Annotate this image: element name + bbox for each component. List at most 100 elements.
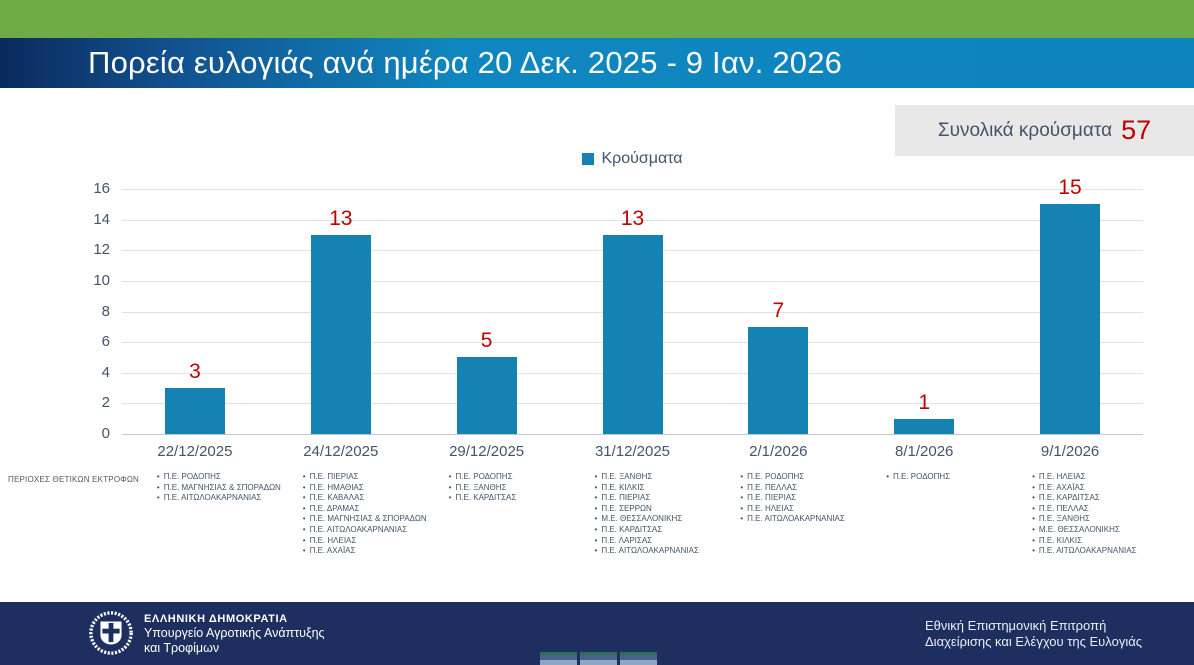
ministry-block: ΕΛΛΗΝΙΚΗ ΔΗΜΟΚΡΑΤΙΑ Υπουργείο Αγροτικής …: [144, 612, 325, 656]
bullet-icon: •: [156, 493, 160, 503]
region-name: Π.Ε. ΠΕΛΛΑΣ: [1038, 503, 1089, 513]
chart-legend: Κρούσματα: [122, 149, 1143, 169]
region-name: Π.Ε. ΜΑΓΝΗΣΙΑΣ & ΣΠΟΡΑΔΩΝ: [309, 514, 427, 524]
total-cases-label: Συνολικά κρούσματα: [937, 119, 1113, 141]
total-cases-box: Συνολικά κρούσματα 57: [895, 105, 1194, 156]
region-name: Π.Ε. ΞΑΝΘΗΣ: [1038, 514, 1090, 524]
region-item: • Π.Ε. ΑΙΤΩΛΟΑΚΑΡΝΑΝΙΑΣ: [740, 514, 900, 525]
bullet-icon: •: [740, 472, 744, 481]
region-name: Π.Ε. ΚΙΛΚΙΣ: [1038, 535, 1083, 545]
committee-block: Εθνική Επιστημονική Επιτροπή Διαχείρισης…: [925, 618, 1142, 649]
bar-value-24/12/2025: 13: [329, 206, 353, 230]
region-item: • Π.Ε. ΠΕΛΛΑΣ: [1032, 504, 1192, 515]
region-item: • Π.Ε. ΑΙΤΩΛΟΑΚΑΡΝΑΝΙΑΣ: [157, 493, 317, 504]
region-item: • Π.Ε. ΡΟΔΟΠΗΣ: [886, 472, 1046, 483]
region-list-31/12/2025: • Π.Ε. ΞΑΝΘΗΣ • Π.Ε. ΚΙΛΚΙΣ • Π.Ε. ΠΙΕΡΙΑΣ • Π.…: [595, 472, 755, 557]
mini-banner-icon: [540, 652, 577, 665]
gridline-y16: [122, 189, 1143, 190]
bullet-icon: •: [448, 493, 452, 503]
region-name: Π.Ε. ΠΕΛΛΑΣ: [747, 482, 798, 492]
y-axis-tick-4: 4: [101, 363, 110, 381]
region-name: Π.Ε. ΚΙΛΚΙΣ: [601, 482, 645, 492]
region-item: • Π.Ε. ΚΙΛΚΙΣ: [1032, 536, 1192, 547]
region-list-8/1/2026: • Π.Ε. ΡΟΔΟΠΗΣ: [886, 472, 1046, 483]
region-item: • Μ.Ε. ΘΕΣΣΑΛΟΝΙΚΗΣ: [1032, 525, 1192, 536]
legend-swatch-icon: [582, 153, 595, 165]
bar-value-31/12/2025: 13: [620, 206, 645, 230]
region-item: • Π.Ε. ΑΙΤΩΛΟΑΚΑΡΝΑΝΙΑΣ: [1032, 546, 1192, 557]
bar-22/12/2025: [164, 388, 225, 434]
x-axis-label-9/1/2026: 9/1/2026: [1040, 443, 1100, 460]
bar-31/12/2025: [602, 234, 663, 434]
legend-label: Κρούσματα: [601, 150, 683, 167]
bullet-icon: •: [302, 482, 306, 492]
ministry-line2: Υπουργείο Αγροτικής Ανάπτυξης: [144, 626, 325, 640]
region-name: Π.Ε. ΑΙΤΩΛΟΑΚΑΡΝΑΝΙΑΣ: [1038, 546, 1137, 556]
region-item: • Π.Ε. ΠΕΛΛΑΣ: [740, 483, 900, 494]
region-item: • Π.Ε. ΜΑΓΝΗΣΙΑΣ & ΣΠΟΡΑΔΩΝ: [157, 483, 317, 494]
region-item: • Π.Ε. ΜΑΓΝΗΣΙΑΣ & ΣΠΟΡΑΔΩΝ: [303, 514, 463, 525]
bullet-icon: •: [448, 482, 452, 492]
bullet-icon: •: [594, 546, 598, 556]
region-name: Π.Ε. ΠΙΕΡΙΑΣ: [601, 493, 651, 503]
region-name: Π.Ε. ΑΙΤΩΛΟΑΚΑΡΝΑΝΙΑΣ: [163, 493, 262, 503]
top-green-band: [0, 0, 1194, 38]
region-item: • Π.Ε. ΑΧΑΪΑΣ: [303, 546, 463, 557]
region-name: Π.Ε. ΑΙΤΩΛΟΑΚΑΡΝΑΝΙΑΣ: [747, 514, 845, 524]
bullet-icon: •: [740, 493, 744, 503]
bullet-icon: •: [1032, 514, 1035, 524]
bullet-icon: •: [448, 472, 452, 481]
mini-banner-icon: [580, 652, 617, 665]
bar-value-2/1/2026: 7: [772, 298, 785, 322]
region-name: Π.Ε. ΠΙΕΡΙΑΣ: [747, 493, 797, 503]
bullet-icon: •: [1032, 503, 1035, 513]
region-item: • Π.Ε. ΠΙΕΡΙΑΣ: [303, 472, 463, 483]
bullet-icon: •: [302, 546, 306, 556]
region-name: Π.Ε. ΗΜΑΘΙΑΣ: [309, 482, 364, 492]
region-item: • Μ.Ε. ΘΕΣΣΑΛΟΝΙΚΗΣ: [595, 514, 755, 525]
region-item: • Π.Ε. ΚΑΡΔΙΤΣΑΣ: [595, 525, 755, 536]
region-name: Π.Ε. ΞΑΝΘΗΣ: [455, 482, 507, 492]
footer-mini-banners: [540, 652, 657, 665]
region-item: • Π.Ε. ΗΛΕΙΑΣ: [303, 536, 463, 547]
committee-line1: Εθνική Επιστημονική Επιτροπή: [925, 618, 1107, 633]
region-name: Π.Ε. ΑΙΤΩΛΟΑΚΑΡΝΑΝΙΑΣ: [601, 546, 699, 556]
bullet-icon: •: [594, 482, 598, 492]
region-name: Π.Ε. ΣΕΡΡΩΝ: [601, 503, 652, 513]
region-item: • Π.Ε. ΑΙΤΩΛΟΑΚΑΡΝΑΝΙΑΣ: [595, 546, 755, 557]
y-axis-tick-0: 0: [101, 425, 110, 442]
region-name: Π.Ε. ΗΛΕΙΑΣ: [309, 535, 357, 545]
bar-value-9/1/2026: 15: [1058, 176, 1082, 200]
region-name: Π.Ε. ΚΑΡΔΙΤΣΑΣ: [455, 493, 517, 503]
bullet-icon: •: [302, 535, 306, 545]
bullet-icon: •: [1032, 524, 1035, 534]
region-name: Π.Ε. ΔΡΑΜΑΣ: [309, 503, 360, 513]
region-item: • Π.Ε. ΑΙΤΩΛΟΑΚΑΡΝΑΝΙΑΣ: [303, 525, 463, 536]
region-item: • Π.Ε. ΞΑΝΘΗΣ: [595, 472, 755, 483]
bullet-icon: •: [302, 503, 306, 513]
region-name: Π.Ε. ΡΟΔΟΠΗΣ: [163, 472, 221, 481]
committee-line2: Διαχείρισης και Ελέγχου της Ευλογιάς: [925, 633, 1142, 649]
bullet-icon: •: [886, 472, 890, 481]
title-bar: Πορεία ευλογιάς ανά ημέρα 20 Δεκ. 2025 -…: [0, 38, 1194, 88]
ministry-line1: ΕΛΛΗΝΙΚΗ ΔΗΜΟΚΡΑΤΙΑ: [144, 613, 288, 625]
region-list-24/12/2025: • Π.Ε. ΠΙΕΡΙΑΣ • Π.Ε. ΗΜΑΘΙΑΣ • Π.Ε. ΚΑΒΑΛΑΣ •…: [303, 472, 463, 557]
region-item: • Π.Ε. ΚΙΛΚΙΣ: [595, 483, 755, 494]
page-title: Πορεία ευλογιάς ανά ημέρα 20 Δεκ. 2025 -…: [88, 45, 843, 80]
gridline-y14: [122, 219, 1143, 221]
region-name: Π.Ε. ΚΑΡΔΙΤΣΑΣ: [1038, 493, 1100, 503]
region-item: • Π.Ε. ΡΟΔΟΠΗΣ: [449, 472, 609, 483]
region-name: Π.Ε. ΡΟΔΟΠΗΣ: [893, 472, 951, 481]
region-list-29/12/2025: • Π.Ε. ΡΟΔΟΠΗΣ • Π.Ε. ΞΑΝΘΗΣ • Π.Ε. ΚΑΡΔΙΤΣΑΣ: [449, 472, 609, 504]
y-axis-tick-6: 6: [101, 333, 110, 351]
bullet-icon: •: [302, 514, 306, 524]
gridline-y0: [122, 434, 1143, 435]
bar-8/1/2026: [894, 418, 955, 434]
bullet-icon: •: [740, 514, 744, 524]
region-name: Π.Ε. ΑΙΤΩΛΟΑΚΑΡΝΑΝΙΑΣ: [309, 524, 408, 534]
y-axis-tick-12: 12: [93, 241, 110, 259]
x-axis-label-24/12/2025: 24/12/2025: [303, 443, 379, 460]
region-item: • Π.Ε. ΞΑΝΘΗΣ: [1032, 514, 1192, 525]
bullet-icon: •: [594, 535, 598, 545]
region-item: • Π.Ε. ΡΟΔΟΠΗΣ: [740, 472, 900, 483]
